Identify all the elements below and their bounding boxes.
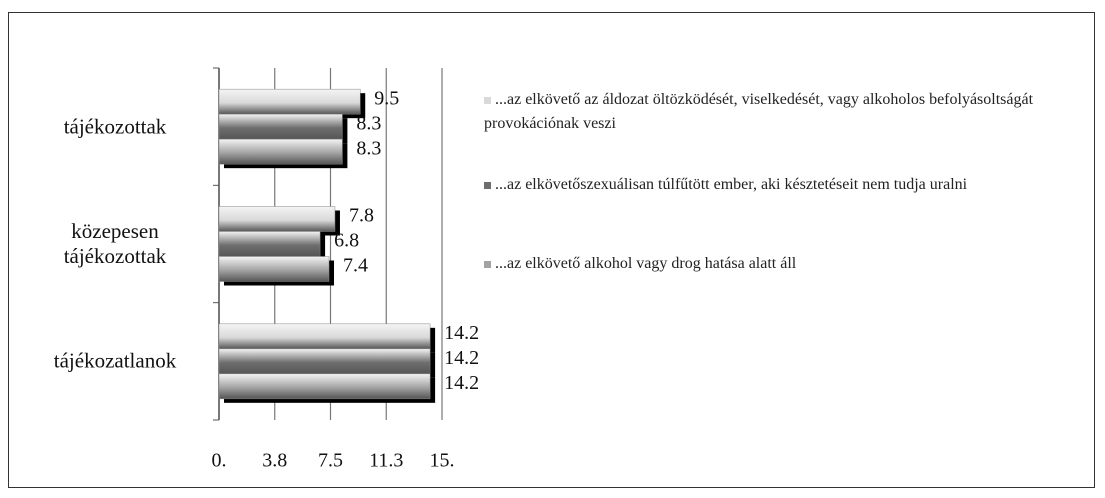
- category-label: tájékozatlanok: [53, 348, 177, 373]
- data-label: 7.4: [343, 255, 368, 277]
- category-label: közepesen tájékozottak: [63, 218, 167, 268]
- x-tick-label: 0.: [212, 450, 227, 472]
- bar: [218, 256, 330, 282]
- x-tick-label: 3.8: [262, 450, 287, 472]
- data-label: 7.8: [349, 205, 374, 227]
- legend-entry: ...az elkövető az áldozat öltözködését, …: [484, 88, 1084, 136]
- chart-frame: [8, 12, 1095, 488]
- legend-swatch: [484, 96, 491, 104]
- legend-swatch: [484, 181, 491, 189]
- bar: [218, 348, 431, 375]
- bar: [218, 206, 336, 232]
- legend-label: ...az elkövetőszexuálisan túlfűtött embe…: [495, 176, 968, 193]
- legend-entry: ...az elkövető alkohol vagy drog hatása …: [484, 252, 1084, 276]
- bar: [218, 138, 343, 165]
- bar: [218, 373, 431, 400]
- data-label: 8.3: [356, 112, 381, 134]
- legend-swatch: [484, 260, 491, 268]
- data-label: 9.5: [374, 87, 399, 109]
- bar: [218, 323, 431, 350]
- legend-entry: ...az elkövetőszexuálisan túlfűtött embe…: [484, 173, 1084, 197]
- data-label: 14.2: [444, 347, 479, 369]
- bar: [218, 88, 361, 115]
- x-tick-label: 11.3: [369, 450, 403, 472]
- legend-label: ...az elkövető alkohol vagy drog hatása …: [495, 255, 797, 272]
- data-label: 14.2: [444, 372, 479, 394]
- bar: [218, 113, 343, 140]
- data-label: 14.2: [444, 322, 479, 344]
- bar: [218, 231, 321, 257]
- data-label: 8.3: [356, 137, 381, 159]
- category-label: tájékozottak: [63, 114, 167, 139]
- legend-label: ...az elkövető az áldozat öltözködését, …: [484, 91, 1034, 132]
- x-tick-label: 7.5: [318, 450, 343, 472]
- data-label: 6.8: [334, 230, 359, 252]
- x-tick-label: 15.: [430, 450, 455, 472]
